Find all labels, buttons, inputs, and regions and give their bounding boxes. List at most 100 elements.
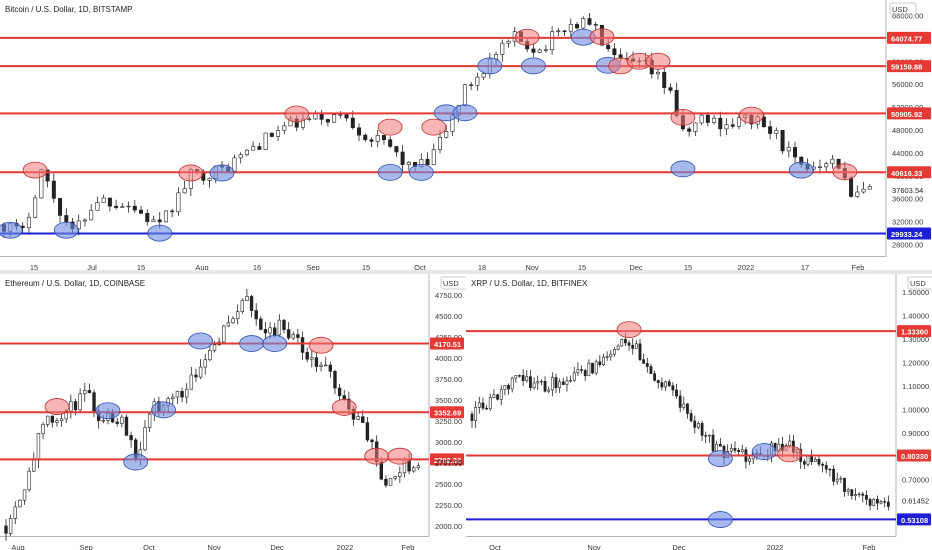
eth-candle — [259, 315, 263, 331]
xrp-candle — [733, 441, 737, 454]
btc-candle — [768, 120, 773, 140]
xrp-x-tick-label: 2022 — [767, 543, 784, 550]
btc-candle-body — [606, 44, 611, 50]
eth-candle-body — [314, 357, 319, 367]
xrp-candle-body — [616, 345, 620, 350]
btc-candle-body — [867, 186, 872, 190]
eth-candle — [13, 501, 17, 525]
eth-candle-body — [208, 350, 212, 361]
btc-candle-body — [431, 149, 436, 166]
eth-candle-body — [189, 374, 194, 390]
btc-candle — [139, 205, 144, 215]
xrp-currency-box — [907, 276, 932, 290]
eth-chart-panel[interactable]: 2000.002250.002500.002750.003000.003250.… — [0, 274, 466, 550]
btc-candle-body — [575, 24, 580, 29]
btc-candle — [730, 118, 735, 129]
xrp-candle-body — [591, 362, 594, 374]
btc-candle — [736, 113, 741, 130]
eth-candle-body — [41, 424, 45, 434]
eth-candle — [69, 394, 73, 419]
btc-candle-body — [736, 117, 741, 127]
btc-candle-body — [824, 163, 829, 168]
xrp-candle-body — [594, 361, 598, 374]
btc-candle — [537, 48, 542, 53]
xrp-candle — [503, 384, 507, 396]
btc-support-marker — [452, 104, 478, 122]
btc-candle — [780, 130, 785, 155]
eth-candle — [171, 393, 175, 405]
btc-candle-body — [780, 130, 785, 152]
btc-candle — [76, 214, 81, 236]
btc-level-price-tag — [887, 227, 931, 240]
xrp-candle-body — [689, 413, 693, 422]
btc-candle-body — [612, 48, 617, 56]
eth-candle-body — [22, 489, 27, 501]
xrp-level-price-label: 0.80330 — [901, 452, 928, 461]
eth-candle-body — [32, 459, 36, 472]
xrp-chart-panel[interactable]: 1.50000 1.40000 1.30000 1.20000 1.10000 1.000… — [466, 274, 932, 550]
xrp-candle — [587, 359, 591, 377]
btc-candle-body — [157, 219, 162, 223]
xrp-candle-body — [857, 493, 861, 496]
btc-resistance-marker — [178, 164, 204, 182]
btc-candle — [332, 113, 337, 123]
btc-candle-body — [699, 114, 704, 124]
xrp-y-tick-label: 1.50000 — [902, 288, 929, 297]
btc-chart[interactable]: 28000.0032000.0036000.0040000.0044000.00… — [0, 0, 932, 270]
eth-candle — [305, 347, 309, 363]
btc-currency-box — [889, 2, 917, 16]
btc-resistance-marker — [514, 28, 540, 46]
panel-divider-horizontal[interactable] — [0, 270, 932, 274]
xrp-candle-body — [492, 394, 496, 398]
xrp-candle — [872, 498, 876, 507]
xrp-candle — [854, 488, 857, 501]
xrp-candle — [550, 372, 554, 397]
eth-candle — [291, 331, 295, 341]
btc-candle — [132, 200, 137, 214]
btc-candle — [662, 67, 667, 94]
eth-chart[interactable]: 2000.002250.002500.002750.003000.003250.… — [0, 274, 466, 550]
btc-x-tick-label: 15 — [362, 263, 370, 270]
btc-x-tick-label: 16 — [253, 263, 261, 270]
xrp-candle — [718, 437, 722, 447]
btc-candle — [145, 209, 150, 226]
btc-candle — [33, 194, 38, 219]
xrp-candle — [656, 379, 660, 389]
eth-candle — [245, 289, 249, 301]
btc-candle — [82, 218, 87, 227]
btc-candle-body — [855, 191, 860, 197]
xrp-candle-body — [675, 389, 678, 397]
xrp-candle-body — [638, 343, 642, 360]
btc-level-price-tag — [887, 166, 931, 179]
btc-chart-panel[interactable]: 28000.0032000.0036000.0040000.0044000.00… — [0, 0, 932, 270]
xrp-candle-body — [678, 395, 682, 408]
btc-candle — [114, 199, 119, 210]
eth-candle-body — [59, 418, 64, 421]
xrp-candle-body — [518, 375, 521, 377]
btc-candle-body — [170, 210, 175, 213]
eth-candle-body — [124, 416, 129, 436]
eth-candle — [337, 383, 342, 400]
btc-candle-body — [786, 147, 791, 152]
xrp-chart[interactable]: 1.50000 1.40000 1.30000 1.20000 1.10000 1.000… — [466, 274, 932, 550]
xrp-x-tick-label: Nov — [587, 543, 601, 550]
btc-candle — [774, 127, 779, 140]
eth-candle-body — [226, 322, 231, 327]
btc-candle-body — [531, 48, 536, 53]
xrp-candle-body — [660, 382, 664, 388]
eth-y-tick-label: 2500.00 — [435, 480, 462, 489]
xrp-candle — [507, 383, 510, 395]
btc-candle — [506, 39, 511, 48]
xrp-candle-body — [861, 493, 865, 496]
btc-candle-body — [705, 114, 710, 123]
xrp-candle-body — [532, 382, 536, 389]
btc-candle — [170, 208, 175, 218]
btc-resistance-marker — [832, 163, 858, 181]
eth-y-tick-label: 4500.00 — [435, 312, 462, 321]
xrp-candle-body — [565, 380, 569, 385]
eth-support-marker — [239, 335, 264, 352]
btc-candle-body — [469, 84, 474, 86]
eth-y-tick-label: 4000.00 — [435, 354, 462, 363]
xrp-candle-body — [561, 381, 565, 385]
btc-candle — [687, 126, 692, 137]
